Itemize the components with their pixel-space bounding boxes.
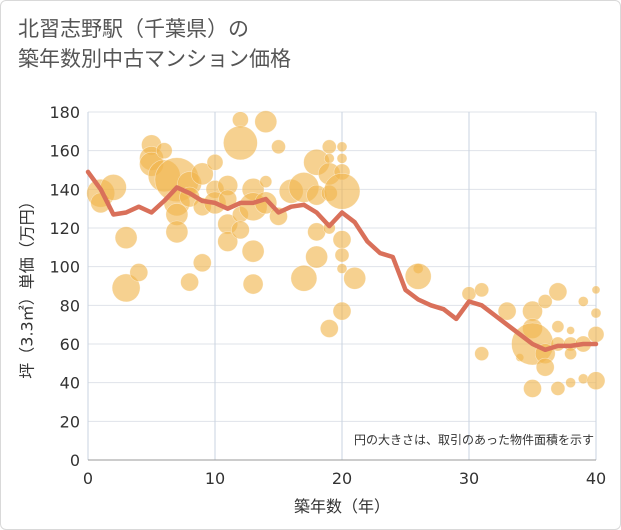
x-tick-label: 0	[83, 469, 93, 488]
y-axis-label: 坪（3.3㎡）単価（万円）	[18, 193, 37, 378]
bubble-point	[217, 231, 238, 252]
bubble-point	[577, 296, 589, 307]
title-line-2: 築年数別中古マンション価格	[18, 47, 291, 71]
bubble-point	[591, 285, 601, 295]
bubble-point	[323, 153, 335, 164]
bubbles	[86, 110, 606, 398]
trend-line-group	[85, 169, 599, 353]
bubble-point	[254, 110, 278, 133]
y-tick-label: 40	[60, 374, 80, 393]
x-tick-label: 20	[332, 469, 352, 488]
chart-title: 北習志野駅（千葉県）の 築年数別中古マンション価格	[18, 14, 291, 74]
bubble-point	[206, 153, 224, 171]
y-tick-label: 0	[70, 451, 80, 470]
bubble-point	[587, 326, 605, 343]
bubble-point	[129, 263, 149, 282]
bubble-point	[461, 286, 477, 302]
bubble-point	[343, 266, 367, 290]
y-tick-label: 60	[60, 335, 80, 354]
bubble-point	[321, 139, 337, 155]
x-tick-label: 40	[586, 469, 606, 488]
bubble-point	[548, 282, 568, 302]
y-tick-label: 100	[49, 258, 80, 277]
bubble-point	[404, 263, 432, 290]
bubble-point	[523, 379, 542, 398]
bubble-point	[223, 125, 258, 161]
bubble-point	[290, 264, 318, 292]
bubble-point	[332, 230, 352, 249]
bubble-point	[336, 263, 348, 274]
bubble-point	[231, 220, 250, 240]
y-tick-label: 120	[49, 219, 80, 238]
bubble-point	[193, 253, 212, 273]
x-axis-ticks: 0 10 20 30 40	[83, 469, 606, 488]
bubble-point	[551, 320, 565, 333]
bubble-point	[165, 220, 189, 244]
bubble-point	[259, 175, 273, 188]
bubble-point	[336, 141, 348, 153]
bubble-point	[334, 247, 350, 263]
bubble-point	[535, 357, 555, 377]
title-line-1: 北習志野駅（千葉県）の	[18, 17, 249, 41]
bubble-point	[564, 347, 577, 360]
bubble-point	[307, 222, 326, 242]
bubble-point	[114, 226, 138, 249]
trend-line	[85, 169, 599, 353]
bubble-point	[336, 153, 348, 164]
bubble-point	[323, 172, 361, 210]
y-tick-label: 180	[49, 103, 80, 122]
x-axis-label: 築年数（年）	[294, 497, 390, 516]
bubble-point	[537, 294, 553, 309]
bubble-point	[577, 373, 589, 385]
y-tick-label: 20	[60, 412, 80, 431]
bubble-point	[242, 273, 264, 295]
bubble-point	[155, 142, 173, 159]
bubble-point	[550, 381, 566, 396]
size-note: 円の大きさは、取引のあった物件面積を示す	[354, 432, 594, 447]
bubble-point	[332, 301, 352, 321]
bubble-point	[586, 371, 606, 391]
bubble-point	[305, 245, 328, 269]
bubble-point	[191, 162, 214, 186]
bubble-point	[271, 139, 286, 155]
bubble-point	[497, 301, 517, 321]
bubble-point	[111, 273, 141, 303]
bubble-point	[566, 326, 575, 335]
bubble-point	[319, 319, 339, 338]
y-tick-label: 160	[49, 142, 80, 161]
x-tick-label: 10	[205, 469, 225, 488]
y-tick-label: 140	[49, 180, 80, 199]
bubble-point	[474, 346, 490, 361]
bubble-point	[180, 272, 199, 292]
bubble-point	[565, 377, 576, 388]
y-tick-label: 80	[60, 296, 80, 315]
y-axis-ticks: 0 20 40 60 80 100 120 140 160 180	[49, 103, 80, 470]
bubble-point	[590, 307, 602, 319]
x-tick-label: 30	[459, 469, 479, 488]
bubble-point	[474, 282, 490, 298]
bubble-point	[241, 239, 265, 263]
bubble-point	[232, 111, 249, 129]
